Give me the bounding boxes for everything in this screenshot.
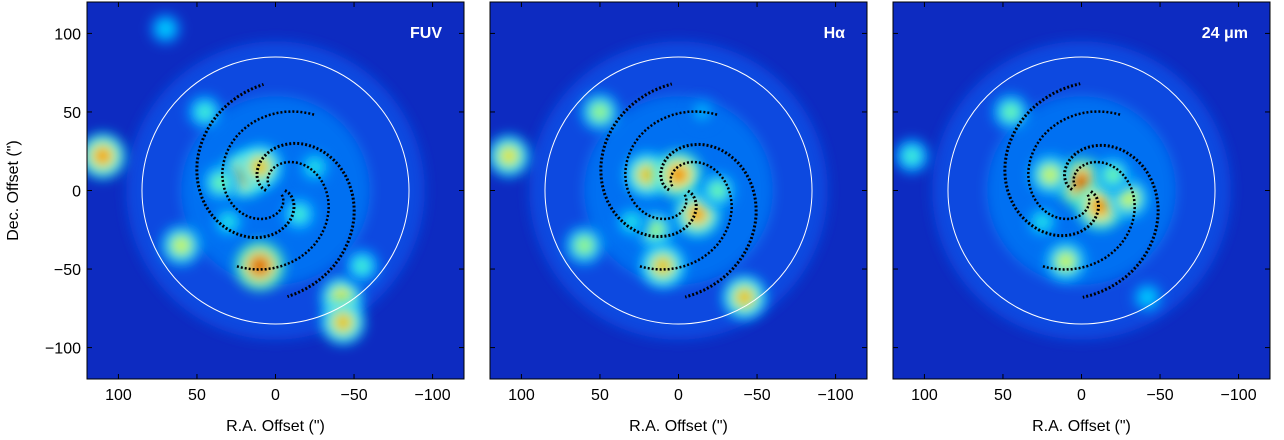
- panel-2: 100 50 0 −50 −100 R.A. Offset (") Hα: [489, 1, 868, 435]
- contour-arm-1: [255, 141, 356, 299]
- contour-arm-2: [195, 82, 296, 240]
- contour-arm-inner-2: [624, 110, 719, 221]
- x-axis-label: R.A. Offset ("): [1032, 418, 1131, 435]
- x-tick-label: −100: [818, 387, 854, 404]
- x-tick-label: −50: [1146, 387, 1173, 404]
- hotspot-1: [490, 135, 530, 177]
- hotspot-10: [321, 300, 365, 345]
- hotspot-7: [1030, 154, 1070, 195]
- hotspot-9: [1026, 205, 1059, 239]
- contour-arm-inner-2: [221, 110, 316, 221]
- hotspot-1: [87, 133, 126, 179]
- y-tick-label: 0: [72, 184, 81, 201]
- contour-arm-inner-1: [235, 160, 330, 271]
- hotspot-2: [565, 226, 604, 265]
- hotspot-10: [722, 275, 767, 319]
- panel-label: FUV: [410, 25, 442, 42]
- hotspot-13: [150, 13, 181, 45]
- hotspot-11: [344, 248, 379, 283]
- hotspot-6: [1045, 241, 1086, 281]
- hotspot-2: [161, 225, 202, 266]
- hotspot-10: [1094, 156, 1131, 193]
- aperture-circle: [544, 56, 813, 325]
- contour-arm-1: [659, 142, 758, 299]
- x-axis-label: R.A. Offset ("): [226, 418, 325, 435]
- x-tick-label: −100: [1221, 387, 1257, 404]
- x-tick-label: 100: [105, 387, 132, 404]
- x-axis-label: R.A. Offset ("): [629, 418, 728, 435]
- hotspot-8: [1132, 282, 1163, 313]
- hotspot-8: [281, 196, 317, 232]
- hotspot-12: [687, 97, 717, 127]
- hotspot-14: [212, 205, 245, 239]
- aperture-circle: [947, 56, 1216, 325]
- x-tick-label: 0: [674, 387, 683, 404]
- hotspot-3: [581, 93, 619, 131]
- hotspot-3: [187, 94, 222, 130]
- x-tick-label: 0: [1077, 387, 1086, 404]
- hotspot-7: [235, 241, 285, 291]
- x-tick-label: 50: [188, 387, 206, 404]
- hotspot-2: [992, 93, 1029, 130]
- x-tick-label: −50: [340, 387, 367, 404]
- x-tick-label: −50: [743, 387, 770, 404]
- y-tick-label: −100: [45, 341, 81, 358]
- y-axis-label: Dec. Offset ("): [5, 140, 22, 241]
- contour-arm-inner-1: [1041, 160, 1136, 271]
- panel-3: 100 50 0 −50 −100 R.A. Offset (") 24 μm: [892, 1, 1271, 435]
- panel-label: Hα: [824, 25, 846, 42]
- hotspot-1: [894, 138, 929, 174]
- x-tick-label: 0: [271, 387, 280, 404]
- x-tick-label: 50: [591, 387, 609, 404]
- hotspot-12: [298, 150, 331, 184]
- y-tick-label: 50: [63, 105, 81, 122]
- contour-arm-inner-2: [1027, 110, 1122, 221]
- x-tick-label: 100: [508, 387, 535, 404]
- hotspot-8: [699, 172, 736, 209]
- hotspot-5: [655, 151, 702, 199]
- hotspot-9: [641, 244, 685, 288]
- contour-arm-2: [1003, 82, 1101, 238]
- hotspot-5: [238, 145, 282, 189]
- y-tick-label: 100: [54, 26, 81, 43]
- contour-arm-1: [1062, 143, 1160, 299]
- contour-arm-inner-1: [638, 160, 733, 271]
- hotspot-6: [202, 164, 239, 201]
- contour-arm-2: [599, 82, 698, 239]
- aperture-circle: [141, 56, 410, 325]
- x-tick-label: −100: [415, 387, 451, 404]
- panel-1: 100 50 0 −50 −100 100 50 0 −50 −100 R.A. Offset ("…: [5, 1, 465, 435]
- panel-label: 24 μm: [1202, 25, 1248, 42]
- x-tick-label: 100: [911, 387, 938, 404]
- y-tick-label: −50: [54, 262, 81, 279]
- x-tick-label: 50: [994, 387, 1012, 404]
